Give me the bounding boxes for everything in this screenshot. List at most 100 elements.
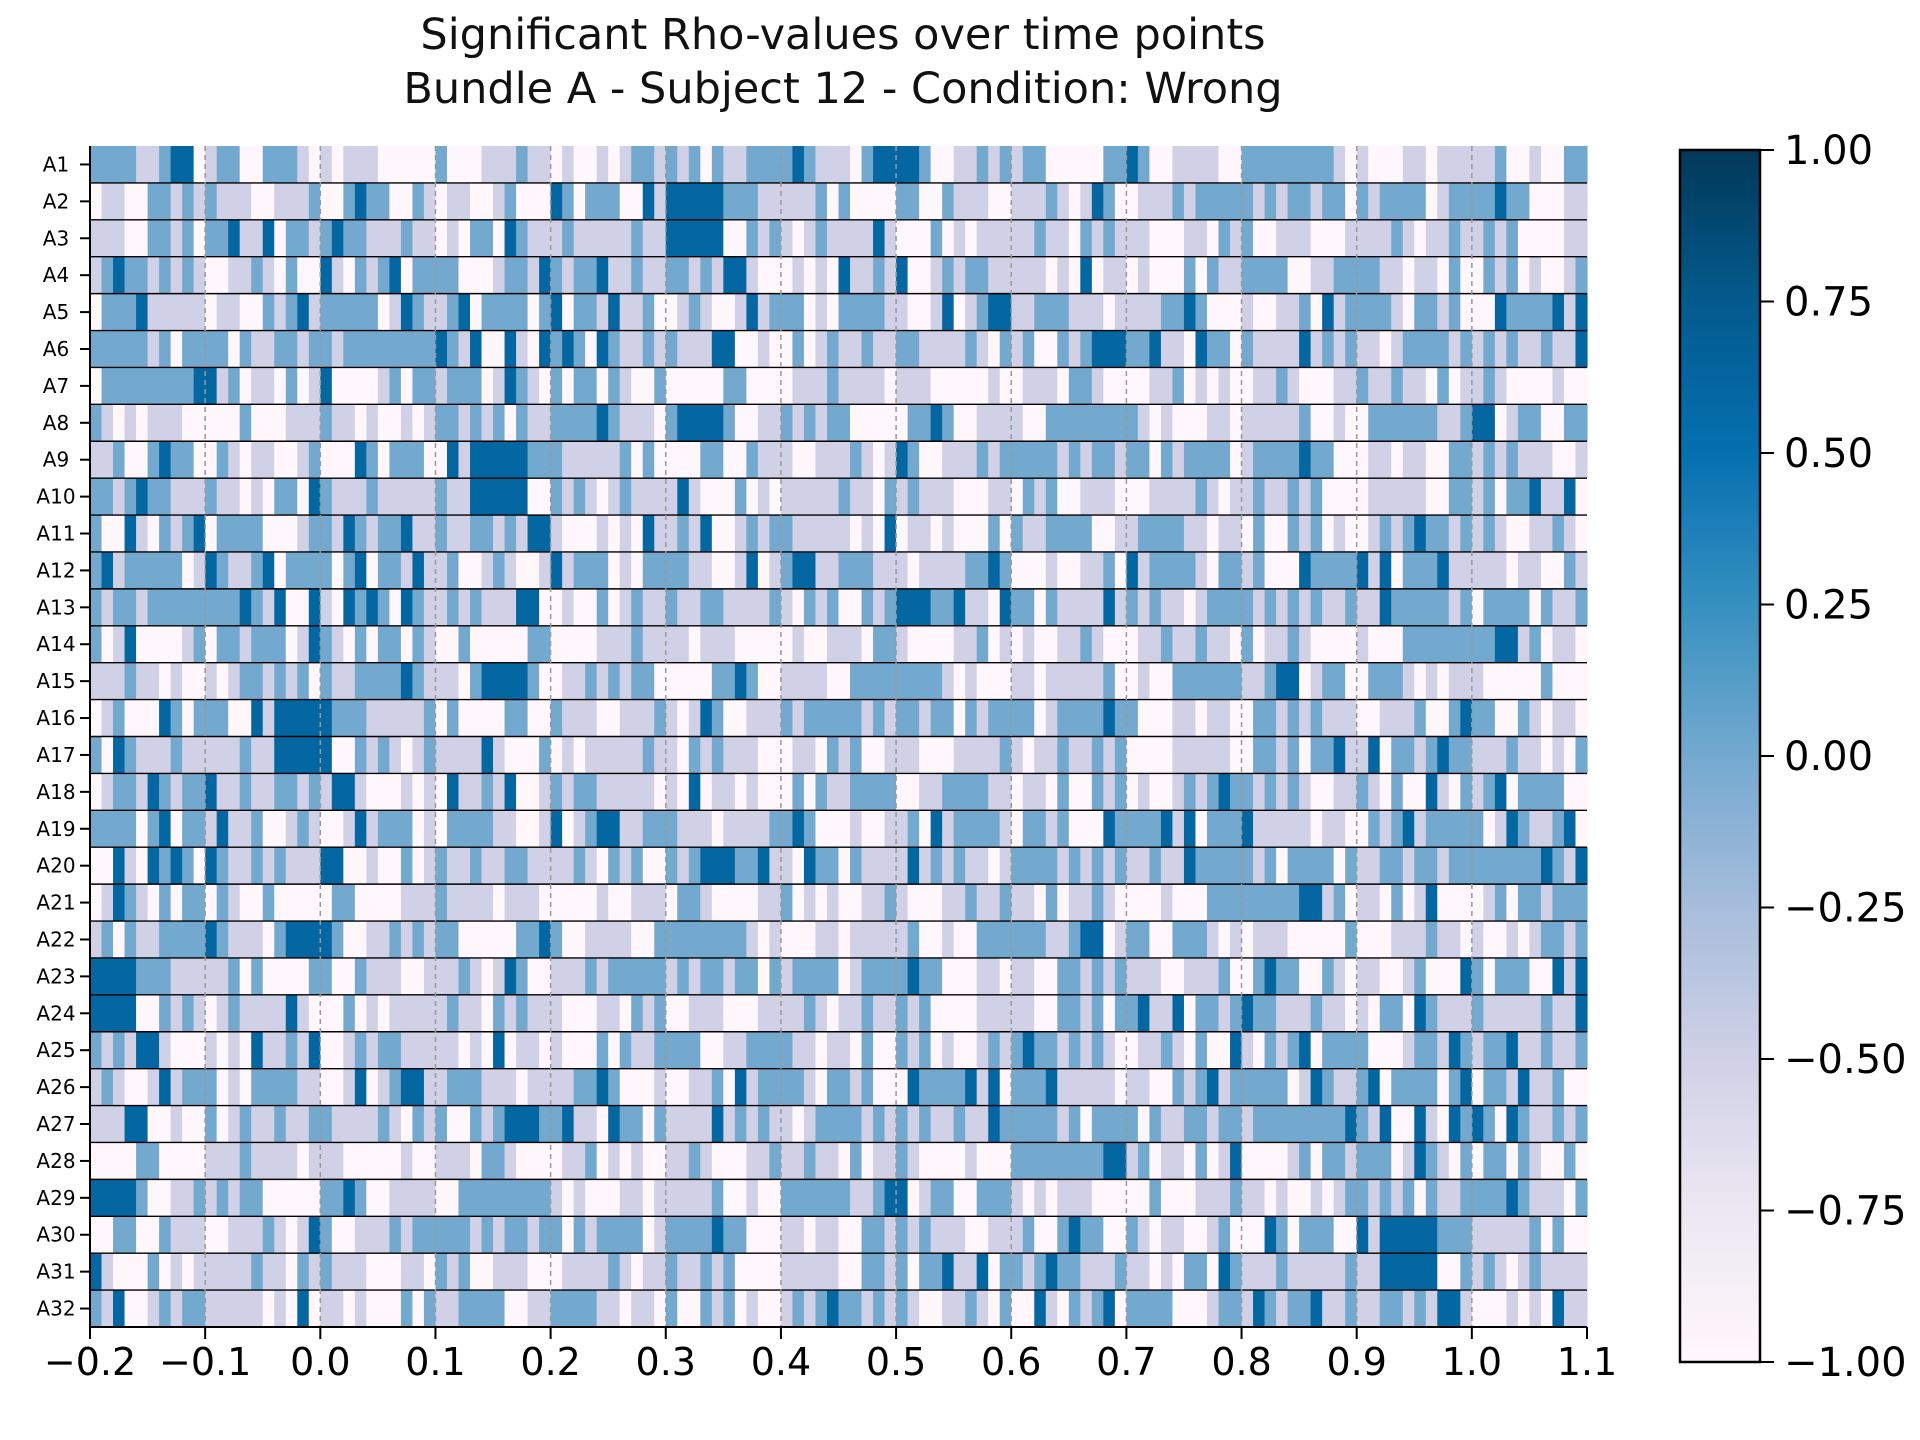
heatmap-cell bbox=[700, 146, 713, 184]
heatmap-cell bbox=[1057, 884, 1070, 922]
heatmap-cell bbox=[1322, 1290, 1346, 1328]
heatmap-cell bbox=[1183, 1253, 1208, 1291]
heatmap-cell bbox=[1287, 625, 1300, 663]
heatmap-cell bbox=[1368, 1105, 1381, 1143]
heatmap-cell bbox=[1183, 773, 1197, 811]
heatmap-cell bbox=[573, 146, 598, 184]
heatmap-cell bbox=[1206, 1290, 1220, 1328]
heatmap-cell bbox=[481, 662, 529, 700]
heatmap-cell bbox=[907, 1216, 920, 1254]
heatmap-cell bbox=[1045, 884, 1058, 922]
heatmap-cell bbox=[953, 515, 989, 553]
heatmap-cell bbox=[826, 256, 840, 294]
heatmap-cell bbox=[1345, 736, 1369, 774]
heatmap-cell bbox=[1529, 1068, 1554, 1106]
heatmap-cell bbox=[446, 1105, 471, 1143]
heatmap-cell bbox=[1460, 1179, 1507, 1217]
heatmap-cell bbox=[780, 404, 794, 442]
heatmap-cell bbox=[1068, 330, 1081, 368]
heatmap-cell bbox=[1195, 625, 1208, 663]
heatmap-cell bbox=[711, 773, 736, 811]
heatmap-cell bbox=[1172, 773, 1185, 811]
heatmap-cell bbox=[1022, 404, 1047, 442]
heatmap-cell bbox=[1345, 884, 1358, 922]
heatmap-cell bbox=[1391, 773, 1404, 811]
heatmap-cell bbox=[435, 146, 448, 184]
heatmap-cell bbox=[1206, 1142, 1220, 1180]
heatmap-cell bbox=[262, 662, 275, 700]
heatmap-cell bbox=[285, 1290, 298, 1328]
heatmap-cell bbox=[1540, 847, 1554, 885]
heatmap-cell bbox=[700, 441, 724, 479]
heatmap-cell bbox=[1391, 515, 1404, 553]
heatmap-cell bbox=[757, 1105, 771, 1143]
heatmap-cell bbox=[1333, 293, 1346, 331]
heatmap-cell bbox=[1563, 1179, 1577, 1217]
heatmap-cell bbox=[1471, 330, 1484, 368]
heatmap-cell bbox=[193, 847, 206, 885]
heatmap-cell bbox=[1402, 957, 1415, 996]
heatmap-cell bbox=[136, 957, 172, 996]
heatmap-cell bbox=[1080, 256, 1093, 294]
heatmap-cell bbox=[1126, 1142, 1139, 1180]
heatmap-cell bbox=[723, 1105, 736, 1143]
heatmap-cell bbox=[470, 515, 494, 553]
heatmap-cell bbox=[850, 182, 897, 221]
heatmap-cell bbox=[562, 551, 575, 590]
heatmap-cell bbox=[1230, 699, 1254, 737]
heatmap-cell bbox=[1494, 1253, 1507, 1291]
heatmap-cell bbox=[815, 1031, 828, 1069]
heatmap-cell bbox=[665, 1068, 690, 1106]
heatmap-cell bbox=[550, 330, 563, 368]
heatmap-cell bbox=[1276, 1290, 1289, 1328]
heatmap-cell bbox=[919, 330, 966, 368]
heatmap-cell bbox=[619, 1290, 632, 1328]
heatmap-cell bbox=[1563, 256, 1577, 294]
heatmap-cell bbox=[700, 736, 713, 774]
heatmap-cell bbox=[1022, 1253, 1035, 1291]
heatmap-cell bbox=[470, 662, 483, 700]
heatmap-cell bbox=[1506, 441, 1519, 479]
heatmap-cell bbox=[815, 404, 828, 442]
heatmap-cell bbox=[1345, 330, 1358, 368]
heatmap-cell bbox=[1471, 957, 1484, 996]
heatmap-cell bbox=[435, 1290, 460, 1328]
heatmap-cell bbox=[1183, 810, 1197, 848]
heatmap-cell bbox=[608, 847, 621, 885]
heatmap-cell bbox=[1206, 773, 1220, 811]
heatmap-cell bbox=[435, 182, 448, 221]
heatmap-cell bbox=[1299, 1068, 1312, 1106]
heatmap-cell bbox=[1483, 1068, 1507, 1106]
heatmap-cell bbox=[573, 736, 586, 774]
heatmap-cell bbox=[1230, 736, 1254, 774]
heatmap-cell bbox=[1253, 182, 1266, 221]
heatmap-cell bbox=[792, 256, 805, 294]
heatmap-cell bbox=[631, 1253, 644, 1291]
heatmap-cell bbox=[124, 219, 149, 258]
heatmap-cell bbox=[1183, 1105, 1208, 1143]
heatmap-cell bbox=[493, 404, 506, 442]
heatmap-cell bbox=[619, 146, 632, 184]
heatmap-cell bbox=[1425, 884, 1438, 922]
heatmap-cell bbox=[481, 588, 517, 627]
heatmap-cell bbox=[458, 773, 483, 811]
heatmap-cell bbox=[1379, 515, 1392, 553]
heatmap-cell bbox=[573, 1216, 586, 1254]
x-tick-label: 0.2 bbox=[520, 1340, 580, 1384]
heatmap-cell bbox=[1057, 810, 1070, 848]
heatmap-cell bbox=[1011, 1068, 1047, 1106]
heatmap-cell bbox=[1425, 478, 1450, 516]
heatmap-cell bbox=[136, 293, 149, 331]
heatmap-cell bbox=[147, 1105, 172, 1143]
heatmap-cell bbox=[884, 884, 897, 922]
heatmap-cell bbox=[723, 810, 771, 848]
heatmap-cell bbox=[850, 921, 909, 959]
heatmap-cell bbox=[400, 957, 425, 996]
heatmap-cell bbox=[1448, 330, 1461, 368]
heatmap-cell bbox=[1437, 994, 1473, 1033]
heatmap-cell bbox=[239, 994, 287, 1033]
heatmap-cell bbox=[170, 146, 195, 184]
heatmap-cell bbox=[1517, 1142, 1531, 1180]
heatmap-cell bbox=[423, 1253, 437, 1291]
heatmap-cell bbox=[1264, 588, 1277, 627]
